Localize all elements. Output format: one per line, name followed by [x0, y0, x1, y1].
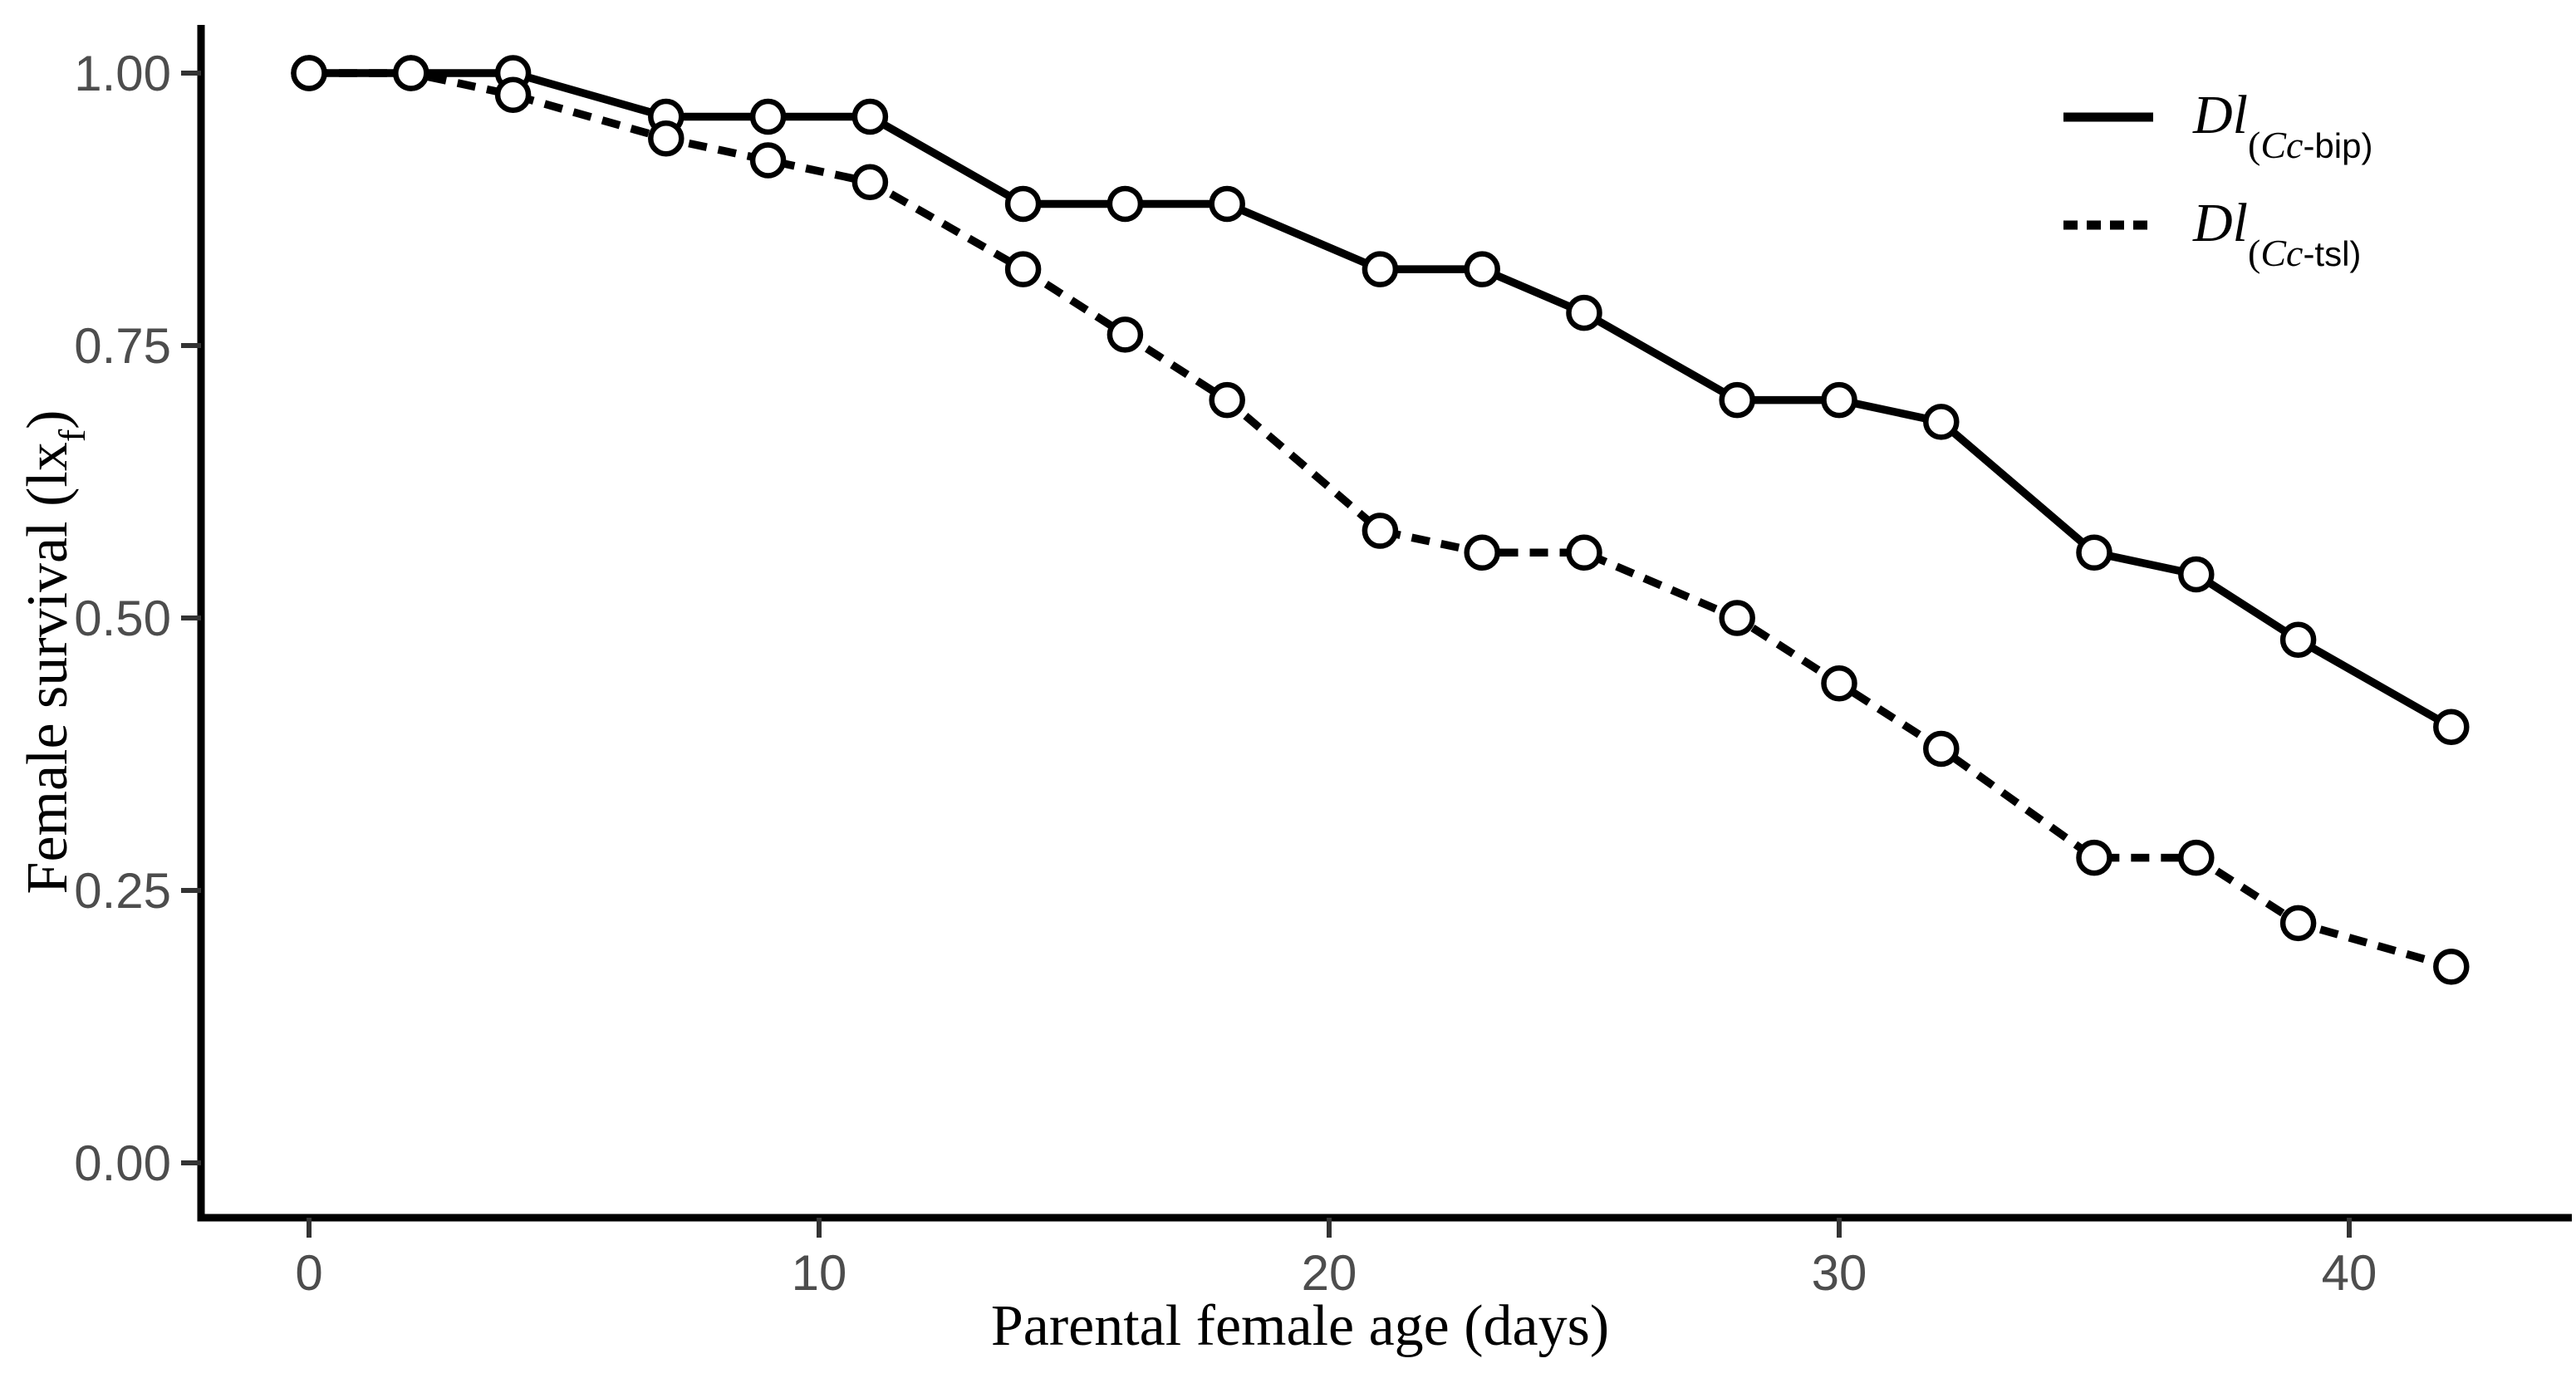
data-point-dashed	[1362, 512, 1399, 549]
data-point-solid	[1464, 251, 1500, 287]
data-point-dashed	[1719, 600, 1755, 636]
legend-label-dashed-species: Cc	[2260, 232, 2304, 274]
y-axis-title-close: )	[16, 410, 80, 429]
x-tick-label: 40	[2322, 1245, 2377, 1301]
solid-line-swatch	[2063, 112, 2153, 122]
data-point-dashed	[393, 55, 429, 91]
legend-label-solid-strain: -bip)	[2303, 126, 2373, 165]
data-point-dashed	[1566, 534, 1602, 571]
data-point-dashed	[2433, 949, 2470, 985]
data-point-solid	[1923, 404, 1960, 440]
legend-entry-solid: Dl(Cc-bip)	[2062, 71, 2372, 164]
data-point-dashed	[2076, 839, 2112, 876]
series-line-solid	[309, 69, 2454, 731]
x-tick-label: 20	[1302, 1245, 1357, 1301]
data-point-solid	[851, 98, 889, 135]
y-tick-label: 0.75	[74, 318, 171, 374]
legend-entry-dashed: Dl(Cc-tsl)	[2062, 179, 2361, 272]
data-point-dashed	[1004, 251, 1042, 287]
y-axis-title-subscript: f	[51, 429, 93, 443]
data-point-solid	[1004, 185, 1042, 223]
legend-label-solid-paren: (	[2248, 124, 2261, 166]
data-point-solid	[1821, 381, 1857, 419]
y-tick-label: 1.00	[74, 46, 171, 101]
data-point-dashed	[851, 164, 889, 200]
data-point-dashed	[1106, 316, 1144, 353]
data-point-dashed	[1209, 381, 1245, 419]
data-point-solid	[2279, 621, 2317, 658]
data-point-solid	[2076, 534, 2112, 571]
data-point-dashed	[2279, 905, 2317, 942]
y-axis-title: Female survival (lxf)	[15, 410, 93, 895]
legend-label-dashed-main: Dl	[2193, 193, 2248, 253]
y-tick-label: 0.25	[74, 863, 171, 919]
x-tick-label: 0	[295, 1245, 322, 1301]
data-point-dashed	[1923, 730, 1960, 768]
data-point-dashed	[291, 55, 327, 91]
y-tick-label: 0.00	[74, 1135, 171, 1191]
legend-label-dashed: Dl(Cc-tsl)	[2193, 193, 2361, 272]
x-tick-label: 30	[1812, 1245, 1867, 1301]
y-axis-title-text: Female survival (lx	[16, 442, 80, 895]
legend-label-solid: Dl(Cc-bip)	[2193, 85, 2372, 164]
data-point-solid	[1106, 185, 1144, 223]
dashed-line-swatch	[2063, 220, 2153, 230]
data-point-dashed	[648, 120, 684, 157]
data-point-dashed	[2178, 839, 2215, 876]
data-point-solid	[2433, 709, 2470, 745]
data-point-dashed	[1464, 534, 1500, 571]
legend-label-solid-species: Cc	[2260, 124, 2304, 166]
legend-label-solid-main: Dl	[2193, 85, 2248, 145]
data-point-dashed	[1821, 665, 1857, 702]
x-tick-label: 10	[792, 1245, 847, 1301]
legend-label-dashed-paren: (	[2248, 232, 2261, 274]
data-point-solid	[1209, 185, 1245, 223]
data-point-solid	[1362, 251, 1399, 287]
data-point-solid	[1566, 294, 1602, 331]
data-point-solid	[1719, 381, 1755, 419]
legend-label-dashed-strain: -tsl)	[2303, 234, 2362, 273]
data-point-solid	[749, 98, 787, 135]
data-point-solid	[2178, 556, 2215, 593]
y-tick-label: 0.50	[74, 591, 171, 646]
x-axis-title: Parental female age (days)	[990, 1294, 1610, 1358]
data-point-dashed	[494, 76, 532, 113]
data-point-dashed	[749, 142, 787, 179]
